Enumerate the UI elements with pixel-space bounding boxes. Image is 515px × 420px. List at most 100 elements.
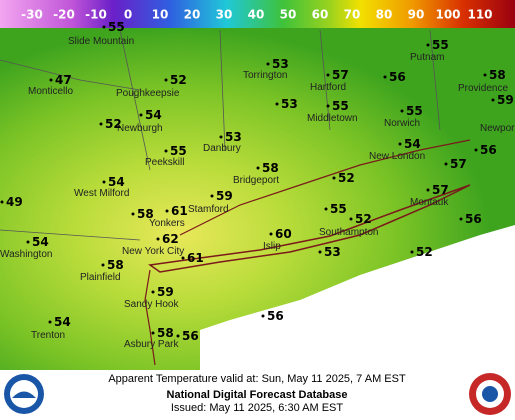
temperature-reading: 55	[432, 38, 449, 52]
station-dot	[101, 263, 105, 267]
nj-coast	[144, 269, 156, 366]
station-dot	[410, 250, 414, 254]
place-name: Southampton	[319, 227, 379, 238]
legend-label: 30	[216, 8, 233, 22]
temperature-reading: 52	[170, 73, 187, 87]
temperature-reading: 55	[108, 20, 125, 34]
temperature-reading: 52	[416, 245, 433, 259]
station-dot	[151, 290, 155, 294]
temperature-reading: 47	[55, 73, 72, 87]
station-dot	[444, 162, 448, 166]
legend-label: -30	[21, 8, 43, 22]
temperature-reading: 57	[332, 68, 349, 82]
temperature-reading: 53	[272, 57, 289, 71]
place-name: Torrington	[243, 70, 287, 81]
place-name: New London	[369, 151, 425, 162]
station-dot	[165, 209, 169, 213]
legend-label: 40	[248, 8, 265, 22]
footer-area	[0, 370, 515, 420]
station-dot	[275, 102, 279, 106]
temperature-reading: 55	[330, 202, 347, 216]
legend-label: 80	[376, 8, 393, 22]
station-dot	[219, 135, 223, 139]
temperature-reading: 58	[137, 207, 154, 221]
legend-label: 60	[312, 8, 329, 22]
station-dot	[210, 194, 214, 198]
temperature-reading: 59	[497, 93, 514, 107]
station-dot	[49, 78, 53, 82]
temperature-reading: 54	[145, 108, 162, 122]
station-dot	[48, 320, 52, 324]
temperature-reading: 57	[450, 157, 467, 171]
long-island-coast	[148, 184, 471, 273]
place-name: Newburgh	[117, 123, 163, 134]
station-dot	[383, 75, 387, 79]
place-name: Middletown	[307, 113, 358, 124]
temperature-reading: 55	[170, 144, 187, 158]
legend-label: 90	[408, 8, 425, 22]
legend-label: 0	[124, 8, 132, 22]
station-dot	[349, 217, 353, 221]
place-name: Washington	[0, 249, 52, 260]
temperature-reading: 55	[332, 99, 349, 113]
legend-bar	[0, 0, 515, 28]
temperature-reading: 58	[157, 326, 174, 340]
place-name: Plainfield	[80, 272, 121, 283]
footer-source: National Digital Forecast Database	[167, 389, 348, 401]
temperature-reading: 55	[406, 104, 423, 118]
station-dot	[151, 331, 155, 335]
no-data-area	[200, 225, 515, 370]
place-name: Norwich	[384, 118, 420, 129]
temperature-reading: 59	[216, 189, 233, 203]
station-dot	[164, 149, 168, 153]
place-name: Monticello	[28, 86, 73, 97]
place-name: West Milford	[74, 188, 129, 199]
place-name: Sandy Hook	[124, 299, 179, 310]
station-dot	[256, 166, 260, 170]
place-name: Montauk	[410, 197, 449, 208]
station-dot	[102, 180, 106, 184]
legend-label: 70	[344, 8, 361, 22]
place-name: Trenton	[31, 330, 65, 341]
legend-label: 110	[467, 8, 492, 22]
temperature-reading: 52	[105, 117, 122, 131]
place-name: Providence	[458, 83, 508, 94]
place-name: Islip	[263, 241, 281, 252]
station-dot	[261, 314, 265, 318]
station-dot	[426, 43, 430, 47]
station-dot	[491, 98, 495, 102]
station-dot	[26, 240, 30, 244]
place-name: Peekskill	[145, 157, 184, 168]
place-name: Danbury	[203, 143, 241, 154]
temperature-reading: 56	[465, 212, 482, 226]
station-dot	[156, 237, 160, 241]
station-dot	[483, 73, 487, 77]
place-name: Slide Mountain	[68, 36, 134, 47]
place-name: New York City	[122, 246, 184, 257]
station-dot	[474, 148, 478, 152]
station-dot	[266, 62, 270, 66]
station-dot	[164, 78, 168, 82]
legend-label: 50	[280, 8, 297, 22]
temperature-reading: 53	[324, 245, 341, 259]
station-dot	[398, 142, 402, 146]
legend-label: 20	[184, 8, 201, 22]
station-dot	[324, 207, 328, 211]
temperature-reading: 58	[107, 258, 124, 272]
temperature-reading: 57	[432, 183, 449, 197]
legend-label: -20	[53, 8, 75, 22]
station-dot	[326, 104, 330, 108]
temperature-reading: 58	[489, 68, 506, 82]
nws-logo	[469, 373, 511, 415]
temperature-reading: 62	[162, 232, 179, 246]
place-name: Asbury Park	[124, 339, 179, 350]
station-dot	[102, 25, 106, 29]
station-dot	[400, 109, 404, 113]
place-name: Stamford	[188, 204, 229, 215]
temperature-reading: 54	[32, 235, 49, 249]
place-name: Yonkers	[149, 218, 185, 229]
station-dot	[332, 176, 336, 180]
state-borders	[0, 29, 441, 241]
connecticut-coast	[179, 139, 471, 236]
